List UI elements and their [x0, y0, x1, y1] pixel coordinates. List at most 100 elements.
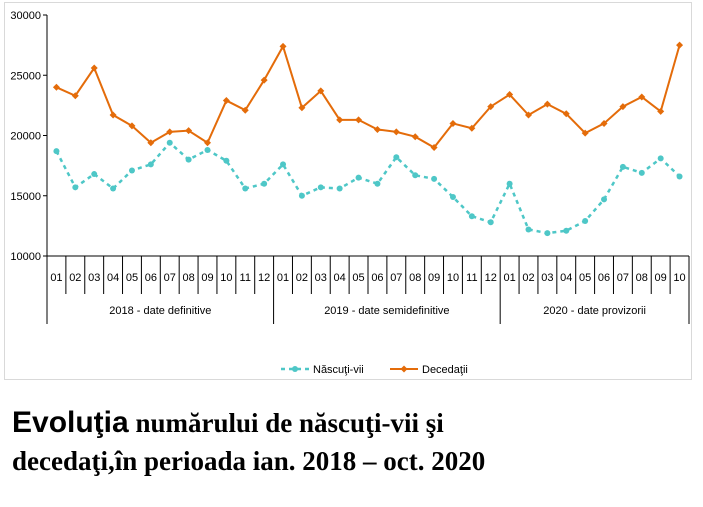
series-line-decedatii	[56, 43, 681, 149]
data-point-decedatii	[355, 116, 363, 124]
data-point-decedatii	[468, 124, 476, 132]
x-tick-label: 10	[220, 272, 232, 284]
legend-label-decedatii: Decedaţii	[422, 364, 468, 376]
data-point-decedatii	[373, 125, 381, 133]
data-point-decedatii	[279, 42, 287, 50]
data-point-nascuti-vii	[676, 173, 683, 180]
x-tick-label: 03	[541, 272, 553, 284]
x-tick-label: 04	[334, 272, 346, 284]
data-point-decedatii	[657, 107, 665, 115]
y-tick-label: 30000	[10, 10, 41, 22]
data-point-nascuti-vii	[72, 184, 79, 191]
data-point-nascuti-vii	[91, 171, 98, 178]
data-point-decedatii	[260, 76, 268, 84]
x-tick-label: 11	[466, 272, 477, 284]
data-point-decedatii	[204, 139, 211, 147]
x-group-label: 2019 - date semidefinitive	[324, 305, 449, 317]
x-tick-label: 03	[88, 272, 100, 284]
x-tick-label: 09	[428, 272, 440, 284]
x-tick-label: 10	[673, 272, 685, 284]
x-tick-label: 05	[352, 272, 364, 284]
data-point-decedatii	[600, 119, 608, 127]
data-point-nascuti-vii	[638, 169, 645, 176]
x-tick-label: 12	[485, 272, 497, 284]
data-point-nascuti-vii	[374, 180, 381, 187]
data-point-decedatii	[449, 119, 457, 127]
data-point-nascuti-vii	[147, 161, 154, 168]
data-point-decedatii	[411, 133, 419, 141]
data-point-decedatii	[562, 110, 570, 118]
x-tick-label: 09	[655, 272, 667, 284]
data-point-nascuti-vii	[563, 227, 570, 234]
data-point-nascuti-vii	[449, 193, 456, 200]
data-point-nascuti-vii	[657, 155, 664, 162]
data-point-nascuti-vii	[110, 185, 117, 192]
data-point-nascuti-vii	[185, 156, 192, 163]
data-point-decedatii	[638, 93, 646, 101]
data-point-nascuti-vii	[619, 163, 626, 170]
data-point-decedatii	[581, 129, 589, 137]
x-group-label: 2018 - date definitive	[109, 305, 211, 317]
data-point-decedatii	[71, 92, 79, 100]
data-point-nascuti-vii	[544, 230, 551, 237]
x-tick-label: 04	[107, 272, 119, 284]
data-point-nascuti-vii	[317, 184, 324, 191]
x-tick-label: 08	[409, 272, 421, 284]
data-point-nascuti-vii	[431, 175, 438, 182]
x-tick-label: 08	[182, 272, 194, 284]
x-tick-label: 06	[145, 272, 157, 284]
data-point-nascuti-vii	[582, 218, 589, 225]
data-point-decedatii	[543, 100, 551, 108]
data-point-nascuti-vii	[412, 172, 419, 179]
data-point-decedatii	[525, 111, 532, 119]
series-line-nascuti-vii	[55, 140, 681, 235]
x-tick-label: 07	[390, 272, 402, 284]
legend-marker-decedatii	[400, 365, 408, 373]
x-tick-label: 02	[522, 272, 534, 284]
data-point-decedatii	[90, 64, 98, 72]
data-point-decedatii	[109, 111, 117, 119]
data-point-decedatii	[487, 103, 495, 111]
data-point-decedatii	[619, 103, 627, 111]
data-point-decedatii	[166, 128, 174, 136]
data-point-nascuti-vii	[393, 154, 400, 161]
chart-caption: Evoluţia numărului de născuţi-vii şi dec…	[12, 404, 692, 480]
data-point-decedatii	[298, 104, 306, 112]
x-tick-label: 07	[164, 272, 176, 284]
data-point-decedatii	[128, 122, 136, 130]
data-point-decedatii	[392, 128, 400, 136]
y-tick-label: 10000	[10, 251, 41, 263]
caption-line-2: decedaţi,în perioada ian. 2018 – oct. 20…	[12, 446, 486, 476]
x-tick-label: 09	[201, 272, 213, 284]
caption-line-1: Evoluţia numărului de născuţi-vii şi	[12, 404, 692, 442]
x-tick-label: 10	[447, 272, 459, 284]
data-point-nascuti-vii	[128, 167, 135, 174]
x-tick-label: 02	[296, 272, 308, 284]
data-point-nascuti-vii	[355, 174, 362, 181]
x-tick-label: 08	[636, 272, 648, 284]
data-point-nascuti-vii	[506, 180, 513, 187]
x-tick-label: 03	[315, 272, 327, 284]
data-point-nascuti-vii	[204, 146, 211, 153]
x-tick-label: 04	[560, 272, 572, 284]
data-point-nascuti-vii	[223, 157, 230, 164]
x-group-label: 2020 - date provizorii	[543, 305, 646, 317]
data-point-nascuti-vii	[242, 185, 249, 192]
x-tick-label: 01	[50, 272, 62, 284]
caption-lead-word: Evoluţia	[12, 406, 129, 439]
data-point-decedatii	[147, 139, 155, 147]
line-chart: 10000 15000 20000 25000 30000 01 02 03 04 05 06 07 0…	[10, 10, 690, 376]
x-tick-label: 05	[579, 272, 591, 284]
x-tick-label: 01	[277, 272, 289, 284]
x-tick-label: 06	[598, 272, 610, 284]
x-tick-label: 01	[503, 272, 515, 284]
data-point-nascuti-vii	[261, 180, 268, 187]
y-tick-label: 20000	[10, 131, 41, 143]
x-tick-label: 02	[69, 272, 81, 284]
data-point-nascuti-vii	[336, 185, 343, 192]
data-point-nascuti-vii	[487, 219, 494, 226]
data-point-decedatii	[430, 144, 438, 152]
data-point-decedatii	[241, 106, 249, 114]
chart-frame: 10000 15000 20000 25000 30000 01 02 03 04 05 06 07 0…	[4, 2, 692, 380]
x-tick-label: 11	[240, 272, 251, 284]
